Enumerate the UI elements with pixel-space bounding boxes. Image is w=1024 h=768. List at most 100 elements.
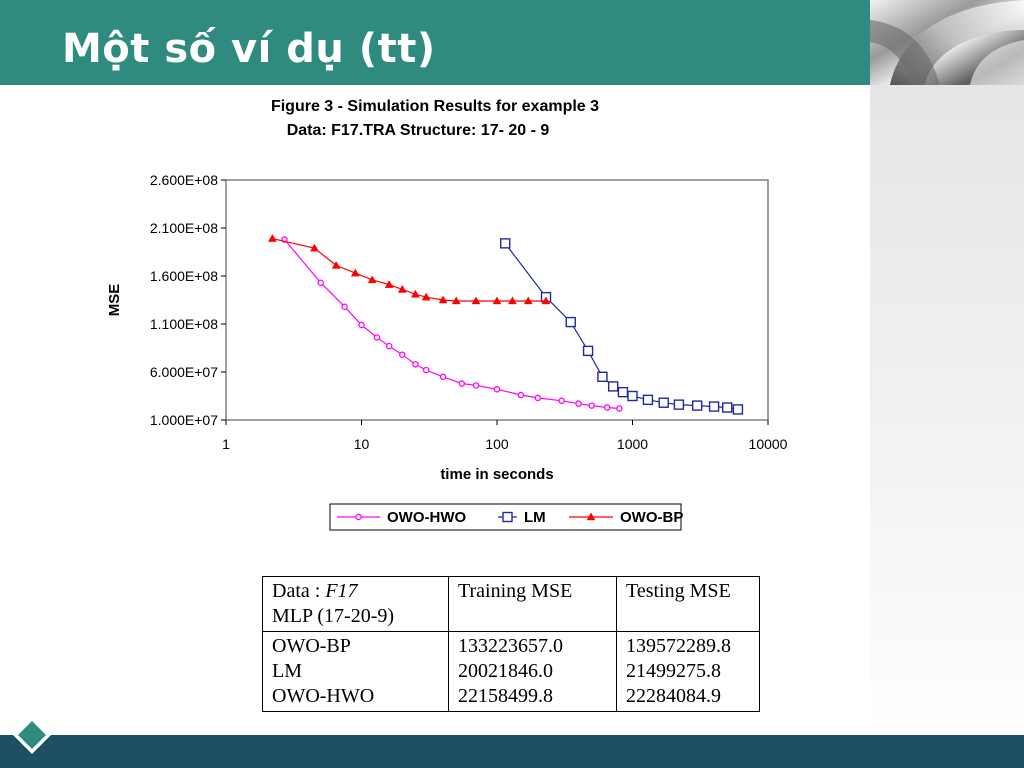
data-point-lm: [732, 404, 744, 415]
table-testing-cell: 139572289.8 21499275.8 22284084.9: [616, 631, 760, 712]
x-tick-label: 1: [222, 436, 230, 452]
x-tick-label: 100: [485, 436, 509, 452]
testing-value: 22284084.9: [626, 685, 721, 707]
series-line-owo-bp: [272, 238, 546, 302]
data-point-owo-hwo: [399, 351, 406, 358]
data-point-owo-bp: [438, 295, 448, 304]
data-point-owo-hwo: [575, 400, 582, 407]
data-point-owo-bp: [367, 275, 377, 284]
legend-label-owo-hwo: OWO-HWO: [387, 509, 466, 526]
side-panel: [870, 85, 1024, 735]
data-point-owo-hwo: [341, 303, 348, 310]
data-point-owo-bp: [523, 296, 533, 305]
data-point-lm: [627, 390, 638, 402]
y-tick-label: 6.000E+07: [150, 364, 218, 380]
data-line: Data : F17: [272, 579, 439, 604]
table-row: OWO-BP LM OWO-HWO 133223657.0 20021846.0…: [262, 631, 760, 712]
data-point-lm: [582, 345, 594, 357]
data-point-owo-hwo: [517, 391, 525, 399]
legend-marker-lm: [502, 511, 513, 523]
method-label: OWO-HWO: [272, 685, 375, 707]
training-value: 133223657.0: [458, 635, 563, 657]
data-point-lm: [617, 386, 629, 398]
data-point-owo-hwo: [458, 380, 466, 387]
data-prefix: Data :: [272, 580, 326, 602]
testing-value: 21499275.8: [626, 660, 721, 682]
y-tick-label: 2.600E+08: [150, 172, 218, 188]
data-point-owo-bp: [331, 260, 341, 269]
slide-header: [0, 0, 870, 85]
data-point-owo-bp: [421, 292, 431, 301]
table-header-testing: Testing MSE: [616, 576, 760, 632]
data-point-owo-hwo: [439, 373, 447, 381]
legend-label-owo-bp: OWO-BP: [620, 509, 683, 526]
data-point-owo-hwo: [472, 382, 480, 389]
data-point-owo-hwo: [422, 366, 430, 374]
data-point-lm: [708, 401, 720, 412]
data-point-owo-bp: [508, 296, 517, 305]
method-label: OWO-BP: [272, 635, 351, 657]
data-point-owo-bp: [451, 296, 461, 305]
mlp-structure: MLP (17-20-9): [272, 605, 395, 627]
data-point-owo-bp: [310, 243, 319, 252]
data-point-owo-hwo: [616, 405, 623, 412]
table-method-cell: OWO-BP LM OWO-HWO: [262, 631, 449, 712]
data-point-owo-bp: [397, 284, 407, 293]
y-tick-label: 1.600E+08: [150, 268, 218, 284]
method-label: LM: [272, 660, 302, 682]
data-point-owo-bp: [492, 296, 502, 305]
data-name: F17: [325, 580, 358, 602]
data-point-lm: [500, 238, 511, 249]
legend-marker-owo-hwo: [355, 513, 362, 521]
data-point-lm: [597, 371, 608, 382]
chart-figure: Figure 3 - Simulation Results for exampl…: [85, 85, 795, 545]
data-point-owo-hwo: [534, 394, 542, 402]
diamond-logo-icon: [13, 716, 51, 754]
data-point-owo-hwo: [358, 321, 365, 329]
results-table: Data : F17 MLP (17-20-9) Training MSE Te…: [262, 576, 760, 712]
data-point-owo-hwo: [558, 397, 565, 405]
data-point-owo-bp: [471, 296, 481, 305]
data-point-owo-hwo: [385, 342, 393, 350]
data-point-owo-hwo: [603, 404, 611, 411]
data-point-owo-bp: [541, 296, 551, 305]
y-tick-label: 2.100E+08: [150, 220, 218, 236]
data-point-lm: [673, 399, 685, 410]
data-point-lm: [565, 316, 576, 328]
legend-items: OWO-HWO LM OWO-BP: [337, 509, 683, 526]
table-header-row: Data : F17 MLP (17-20-9) Training MSE Te…: [262, 576, 760, 632]
chart-legend: OWO-HWO LM OWO-BP: [329, 503, 683, 531]
table-header-data-cell: Data : F17 MLP (17-20-9): [262, 576, 449, 632]
data-point-owo-bp: [350, 268, 360, 277]
data-point-lm: [658, 397, 669, 408]
x-tick-label: 10000: [749, 436, 788, 452]
data-point-owo-bp: [410, 289, 420, 298]
data-point-owo-hwo: [588, 402, 595, 409]
table-header-training: Training MSE: [448, 576, 617, 632]
data-point-owo-hwo: [412, 361, 419, 368]
plot-layer: 1.000E+07 6.000E+07 1.100E+08 1.600E+08 2.10…: [150, 172, 788, 452]
legend-label-lm: LM: [524, 509, 546, 526]
testing-value: 139572289.8: [626, 635, 731, 657]
chart-svg: Figure 3 - Simulation Results for exampl…: [106, 98, 788, 531]
data-point-owo-hwo: [317, 279, 324, 286]
y-tick-label: 1.000E+07: [150, 412, 218, 428]
data-point-lm: [722, 402, 733, 413]
data-point-owo-hwo: [493, 386, 501, 393]
table-training-cell: 133223657.0 20021846.0 22158499.8: [448, 631, 617, 712]
chart-subtitle: Data: F17.TRA Structure: 17- 20 - 9: [287, 122, 550, 139]
training-value: 22158499.8: [458, 685, 553, 707]
x-tick-label: 1000: [617, 436, 648, 452]
y-tick-label: 1.100E+08: [150, 316, 218, 332]
legend-marker-owo-bp: [586, 512, 596, 521]
y-axis-label: MSE: [106, 284, 123, 317]
decorative-corner-image: [870, 0, 1024, 85]
data-point-lm: [642, 394, 654, 406]
slide-footer: [0, 735, 1024, 768]
data-point-owo-bp: [384, 280, 394, 288]
x-axis-label: time in seconds: [440, 466, 553, 483]
training-value: 20021846.0: [458, 660, 553, 682]
data-point-lm: [607, 381, 619, 392]
data-point-owo-bp: [267, 234, 277, 242]
chart-title: Figure 3 - Simulation Results for exampl…: [271, 98, 599, 115]
